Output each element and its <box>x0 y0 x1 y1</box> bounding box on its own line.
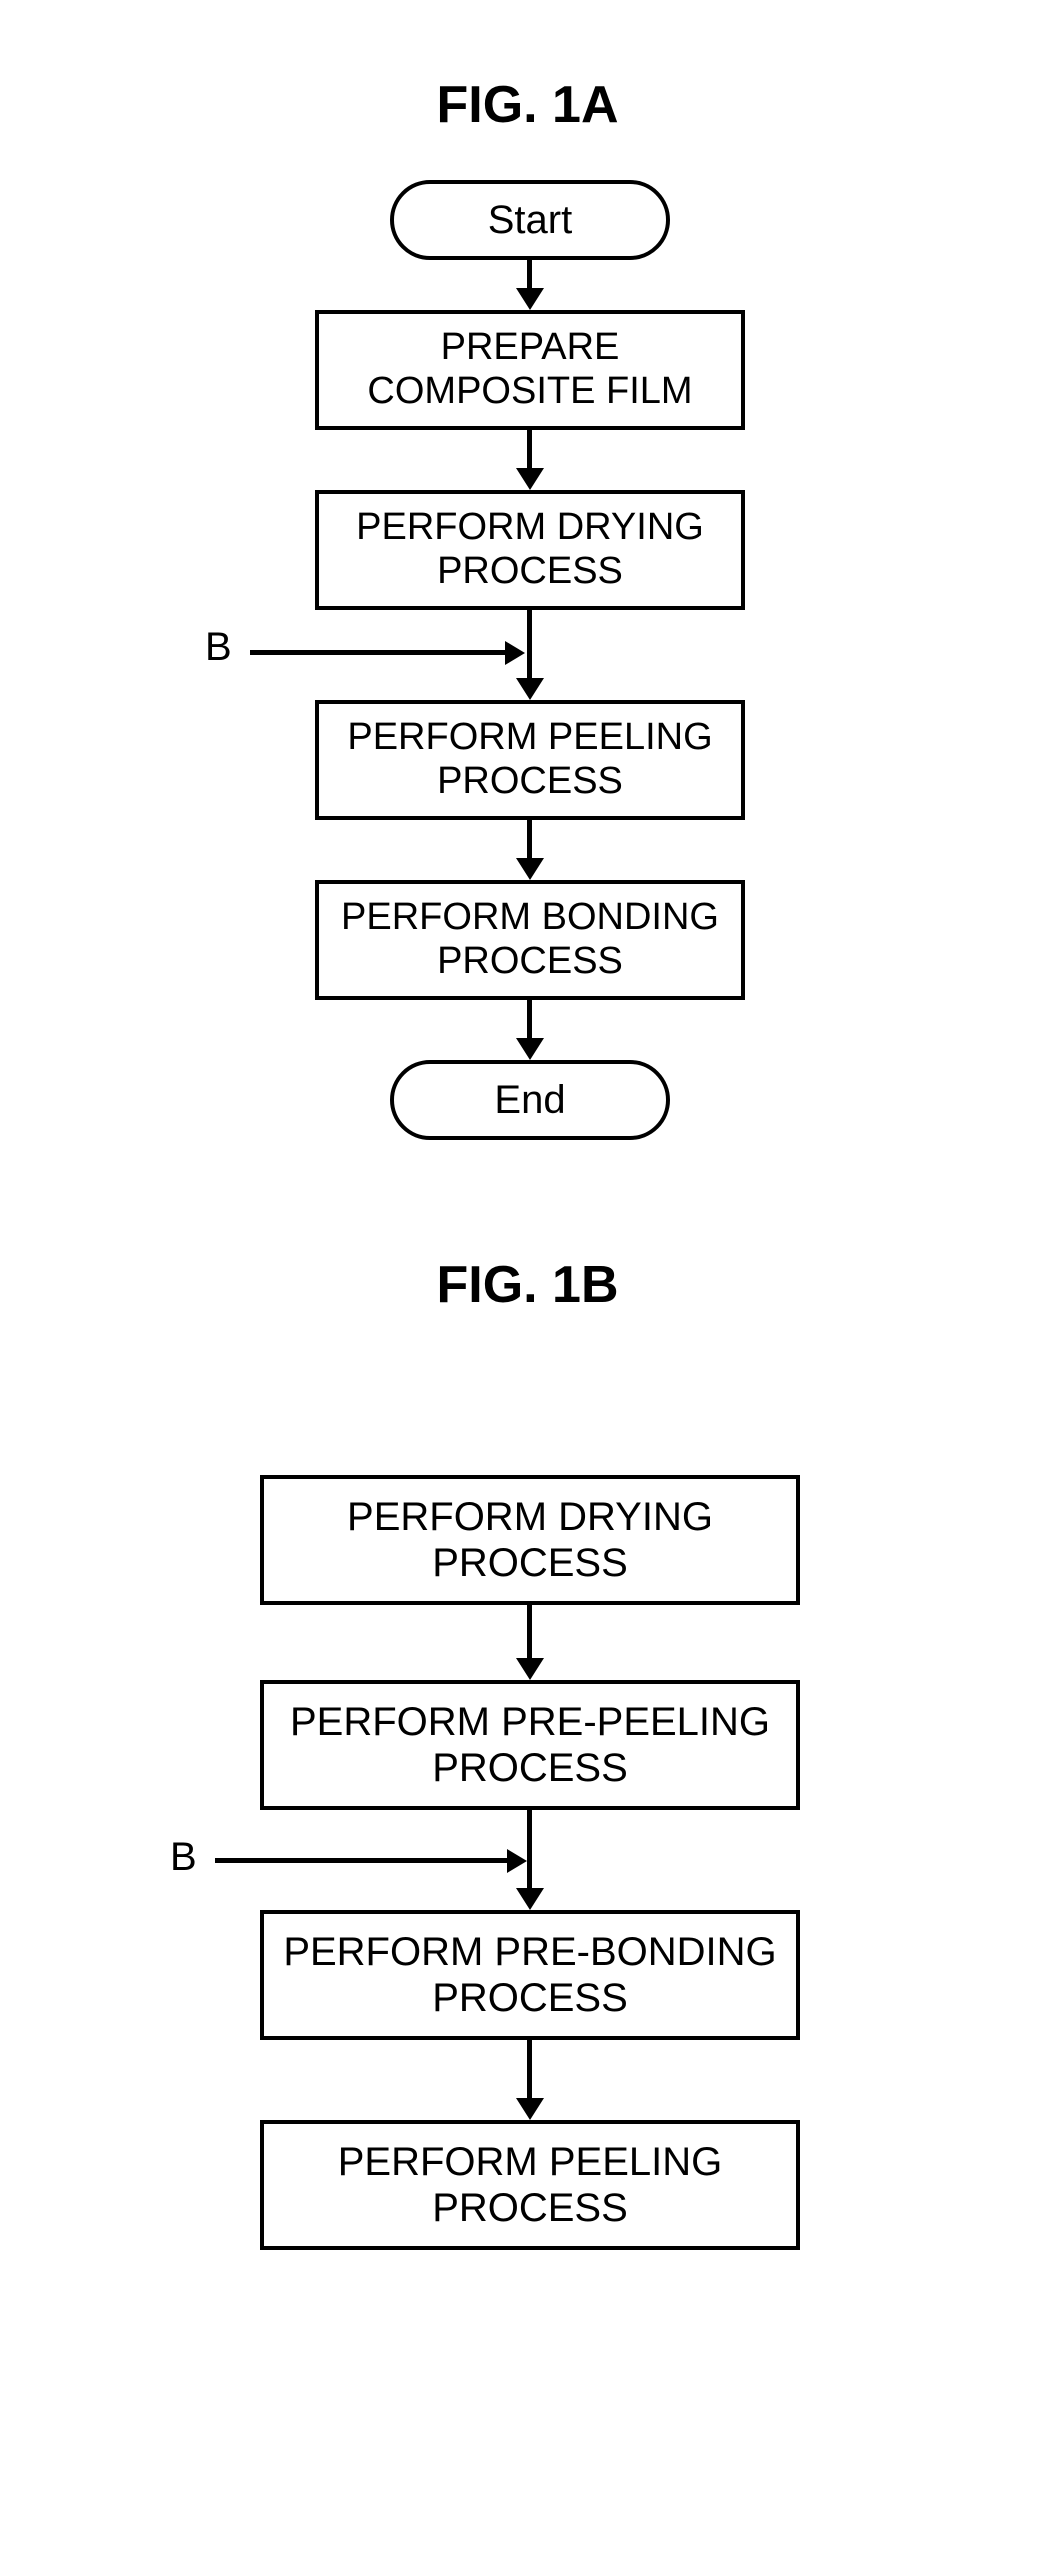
page: FIG. 1A Start PREPARE COMPOSITE FILM PER… <box>0 0 1055 2561</box>
box-pre-bonding: PERFORM PRE-BONDING PROCESS <box>260 1910 800 2040</box>
box1-text: PREPARE COMPOSITE FILM <box>367 326 692 413</box>
arrow-line <box>527 820 532 860</box>
fig-1b-title: FIG. 1B <box>0 1255 1055 1315</box>
b-label-a: B <box>205 625 232 670</box>
fig-1a-title: FIG. 1A <box>0 75 1055 135</box>
arrow-head <box>516 1658 544 1680</box>
b-box2-text: PERFORM PRE-PEELING PROCESS <box>290 1699 770 1791</box>
box-pre-peeling: PERFORM PRE-PEELING PROCESS <box>260 1680 800 1810</box>
box-peeling-b: PERFORM PEELING PROCESS <box>260 2120 800 2250</box>
box-peeling-a: PERFORM PEELING PROCESS <box>315 700 745 820</box>
box-bonding-a: PERFORM BONDING PROCESS <box>315 880 745 1000</box>
arrow-head <box>516 858 544 880</box>
end-terminal: End <box>390 1060 670 1140</box>
b-arrow-line <box>215 1858 510 1863</box>
end-label: End <box>494 1078 565 1123</box>
b-label-b: B <box>170 1835 197 1880</box>
box3-text: PERFORM PEELING PROCESS <box>347 716 712 803</box>
arrow-line <box>527 610 532 680</box>
arrow-head <box>516 2098 544 2120</box>
b-box3-text: PERFORM PRE-BONDING PROCESS <box>283 1929 776 2021</box>
arrow-head <box>516 678 544 700</box>
arrow-head <box>516 1888 544 1910</box>
b-arrow-line <box>250 650 508 655</box>
box-drying-a: PERFORM DRYING PROCESS <box>315 490 745 610</box>
b-arrow-head <box>505 641 525 665</box>
arrow-head <box>516 288 544 310</box>
start-label: Start <box>488 198 572 243</box>
arrow-line <box>527 1810 532 1890</box>
box-drying-b: PERFORM DRYING PROCESS <box>260 1475 800 1605</box>
arrow-line <box>527 2040 532 2100</box>
b-box4-text: PERFORM PEELING PROCESS <box>338 2139 723 2231</box>
arrow-head <box>516 1038 544 1060</box>
arrow-line <box>527 430 532 470</box>
box4-text: PERFORM BONDING PROCESS <box>341 896 719 983</box>
arrow-line <box>527 1605 532 1660</box>
box2-text: PERFORM DRYING PROCESS <box>356 506 704 593</box>
arrow-head <box>516 468 544 490</box>
arrow-line <box>527 1000 532 1040</box>
start-terminal: Start <box>390 180 670 260</box>
b-arrow-head <box>507 1849 527 1873</box>
arrow-line <box>527 260 532 290</box>
box-prepare-composite: PREPARE COMPOSITE FILM <box>315 310 745 430</box>
b-box1-text: PERFORM DRYING PROCESS <box>347 1494 713 1586</box>
